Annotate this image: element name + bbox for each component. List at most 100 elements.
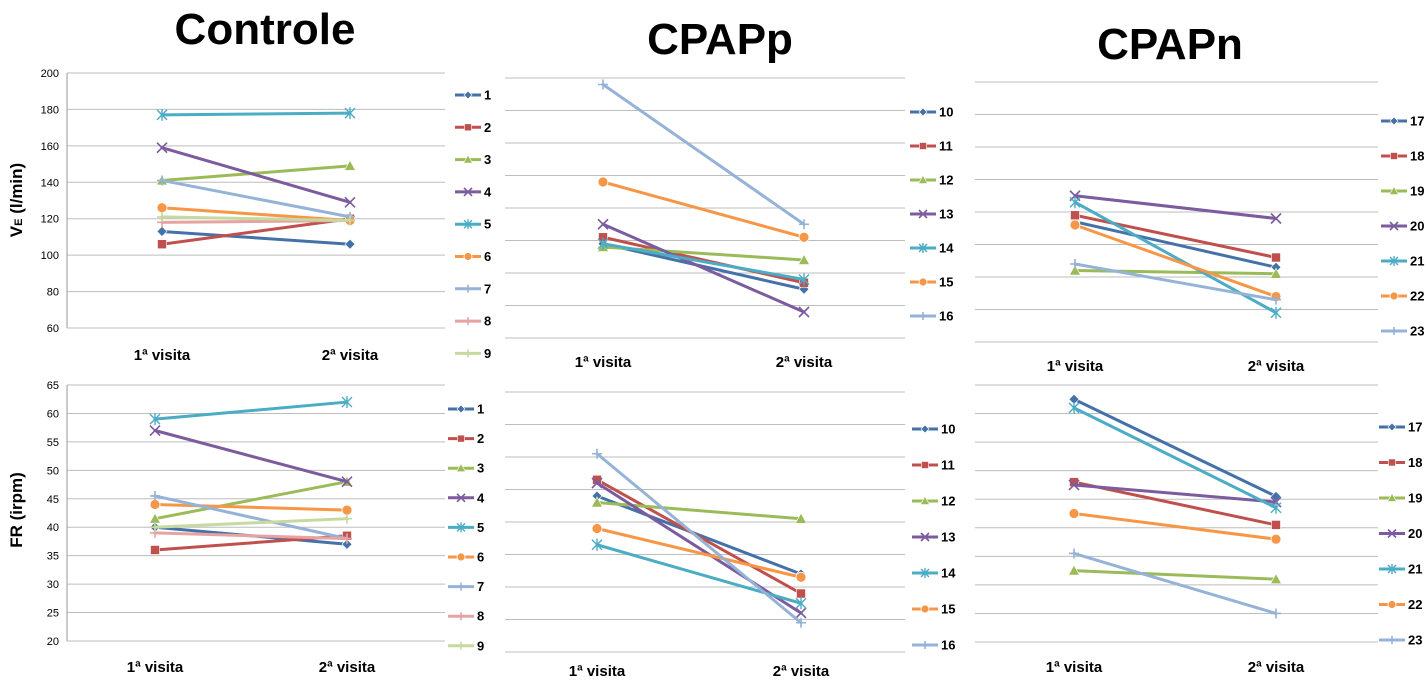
chart3-series-19-line <box>1073 269 1278 276</box>
chart3-series-18-point <box>1271 252 1281 263</box>
chart2-series-14-point <box>597 237 609 250</box>
chart5-series-16-point <box>796 617 806 628</box>
chart4-legend-1-label: 1 <box>477 402 484 417</box>
chart1-legend-1-marker <box>463 90 473 100</box>
chart5-series-13-point <box>795 607 807 619</box>
title-controle: Controle <box>174 5 356 54</box>
chart5-legend-15-label: 15 <box>941 602 955 617</box>
chart3-series-21-line <box>1073 200 1278 315</box>
chart4-legend-2-marker <box>457 434 465 443</box>
chart5-series-13-point <box>591 477 603 489</box>
chart6-category-label: 1ª visita <box>1046 659 1103 676</box>
chart3-series-23-point <box>1070 259 1080 269</box>
chart5-legend-10-label: 10 <box>941 422 955 437</box>
chart2-legend-13-label: 13 <box>939 207 953 222</box>
chart2-series-15-line <box>601 180 806 239</box>
chart1-legend-8-marker <box>464 317 472 326</box>
chart6-series-22-point <box>1270 533 1282 545</box>
chart4-series-9-line <box>153 517 349 529</box>
chart2-legend-11-label: 11 <box>939 139 953 154</box>
chart1-series-5-point <box>156 108 168 121</box>
chart3-legend-19-marker <box>1388 185 1400 195</box>
chart5-legend-12-marker <box>919 495 931 505</box>
chart5-legend-14-label: 14 <box>941 566 956 581</box>
chart3-category-label: 2ª visita <box>1248 358 1305 375</box>
chart6-legend-22-marker <box>1387 600 1397 609</box>
chart4-series-9-point <box>150 522 160 533</box>
chart1-category-label: 1ª visita <box>134 347 191 364</box>
chart5-series-14-point <box>591 538 603 551</box>
chart3-legend-18-marker <box>1390 152 1398 160</box>
chart1-series-1-point <box>344 238 356 250</box>
chart4-ytick-label: 25 <box>47 608 59 620</box>
chart1-series-6-line <box>160 206 352 223</box>
chart3-series-23-line <box>1073 262 1278 302</box>
chart1-series-5-point <box>344 107 356 120</box>
chart5-legend-16-label: 16 <box>941 638 955 653</box>
chart5-series-12-line <box>595 501 803 521</box>
chart6-series-20-point <box>1068 479 1080 491</box>
chart1-ytick-label: 180 <box>41 104 59 116</box>
chart1-series-3-line <box>160 164 352 182</box>
chart6-legend-23-label: 23 <box>1408 633 1422 648</box>
title-cpapp: CPAPp <box>647 15 793 64</box>
chart1-series-2-point <box>157 239 167 250</box>
chart2-series-14-line <box>601 242 806 281</box>
chart5-series-16-line <box>595 452 803 625</box>
chart1-legend-3-label: 3 <box>484 152 491 167</box>
chart6-legend-19-marker <box>1386 492 1398 502</box>
chart1-legend-9-marker <box>464 349 472 358</box>
chart4-series-4-point <box>149 424 161 437</box>
chart6-category-label: 2ª visita <box>1248 659 1305 676</box>
chart4-series-7-line <box>153 494 349 541</box>
chart4-series-3-line <box>153 480 349 521</box>
chart2-series-13-point <box>798 306 810 318</box>
chart1-legend-5-label: 5 <box>484 217 491 232</box>
chart4-legend-9-label: 9 <box>477 638 484 653</box>
chart4-ytick-label: 30 <box>47 579 59 591</box>
chart1-series-1-line <box>160 229 352 246</box>
chart6-series-21-line <box>1072 406 1278 510</box>
chart5-series-15-line <box>595 527 803 579</box>
ylabel-subscript: E <box>13 219 25 226</box>
chart6-series-22-line <box>1072 512 1278 541</box>
chart6-legend-17-label: 17 <box>1408 420 1422 435</box>
chart6-legend-21-label: 21 <box>1408 562 1422 577</box>
chart4-ylabel: FR (irpm) <box>7 472 26 548</box>
chart2-legend-11-marker <box>919 142 927 150</box>
chart4-ytick-label: 35 <box>47 551 59 563</box>
chart6-legend-21-marker <box>1387 564 1397 574</box>
chart3-legend-22-label: 22 <box>1410 289 1424 304</box>
chart4-series-5-point <box>149 413 161 426</box>
chart4-series-6-line <box>153 502 349 512</box>
chart5-legend-14-marker <box>920 568 930 578</box>
chart3-legend-23-label: 23 <box>1410 324 1424 339</box>
chart1-series-9-point <box>345 215 355 226</box>
chart3-legend-18-label: 18 <box>1410 149 1424 164</box>
chart4-legend-7-label: 7 <box>477 579 484 594</box>
chart1-legend-4-label: 4 <box>484 184 492 199</box>
chart4-legend-9-marker <box>457 641 465 650</box>
chart3-series-22-point <box>1069 219 1081 231</box>
chart2-legend-12-marker <box>917 174 929 184</box>
chart1-legend-4-marker <box>463 187 473 197</box>
chart5-series-16-point <box>592 448 602 459</box>
chart3-legend-20-label: 20 <box>1410 219 1424 234</box>
chart3-legend-21-label: 21 <box>1410 254 1424 269</box>
chart4-legend-8-marker <box>457 612 465 621</box>
chart6-series-23-point <box>1069 548 1079 559</box>
chart4-ytick-label: 40 <box>47 522 59 534</box>
chart6-series-18-point <box>1271 520 1281 530</box>
chart2-series-15-point <box>597 176 609 188</box>
chart3-legend-23-marker <box>1390 327 1398 335</box>
chart3-legend-22-marker <box>1389 291 1399 301</box>
chart6-legend-20-label: 20 <box>1408 526 1422 541</box>
chart2-series-16-point <box>598 79 608 90</box>
chart1-ytick-label: 120 <box>41 214 59 226</box>
chart4-ytick-label: 50 <box>47 465 59 477</box>
chart5-legend-11-marker <box>921 461 929 469</box>
chart4-legend-6-marker <box>456 552 466 562</box>
chart5-series-13-line <box>595 481 803 615</box>
chart6-series-19-point <box>1067 564 1081 576</box>
chart4-legend-5-marker <box>456 522 466 533</box>
